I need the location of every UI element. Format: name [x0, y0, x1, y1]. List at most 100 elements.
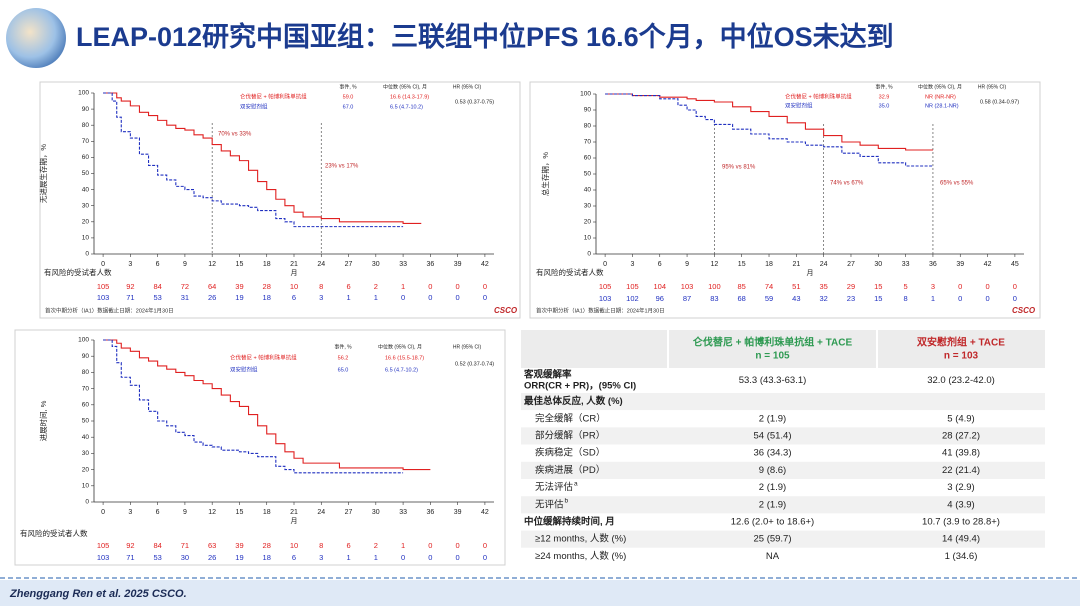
- at-risk-count: 28: [263, 282, 271, 291]
- y-axis-label: 总生存期，%: [540, 152, 550, 196]
- y-tick-label: 60: [82, 402, 90, 409]
- y-tick-label: 30: [82, 202, 90, 209]
- legend-median: 6.5 (4.7-10.2): [390, 104, 423, 110]
- legend-events: 59.0: [343, 94, 354, 100]
- x-tick-label: 15: [236, 509, 244, 516]
- row-label-sup: b: [565, 498, 569, 505]
- table-cell: 10.7 (3.9 to 28.8+): [922, 517, 1000, 528]
- column-n: n = 103: [944, 351, 979, 362]
- at-risk-count: 53: [153, 293, 161, 302]
- x-tick-label: 30: [372, 261, 380, 268]
- footer-citation: Zhenggang Ren et al. 2025 CSCO.: [9, 588, 187, 600]
- y-tick-label: 50: [584, 171, 592, 178]
- x-tick-label: 27: [847, 261, 855, 268]
- at-risk-count: 71: [126, 293, 134, 302]
- survival-curve: [103, 339, 431, 471]
- x-tick-label: 21: [290, 509, 298, 516]
- at-risk-count: 2: [374, 282, 378, 291]
- y-tick-label: 80: [82, 122, 90, 129]
- x-tick-label: 18: [263, 509, 271, 516]
- legend-name: 双安慰剂组: [240, 102, 268, 110]
- at-risk-count: 5: [904, 282, 908, 291]
- survival-curve: [103, 92, 404, 228]
- y-tick-label: 40: [584, 187, 592, 194]
- at-risk-count: 18: [263, 553, 271, 562]
- slide-title: LEAP-012研究中国亚组：三联组中位PFS 16.6个月，中位OS未达到: [76, 21, 894, 52]
- at-risk-count: 0: [483, 553, 487, 562]
- at-risk-count: 28: [263, 541, 271, 550]
- x-tick-label: 9: [183, 261, 187, 268]
- y-tick-label: 60: [584, 155, 592, 162]
- table-cell: 32.0 (23.2-42.0): [927, 375, 995, 386]
- x-tick-label: 3: [630, 261, 634, 268]
- x-tick-label: 45: [1011, 261, 1019, 268]
- at-risk-count: 102: [626, 294, 639, 303]
- y-tick-label: 100: [580, 91, 591, 98]
- table-cell: 4 (3.9): [947, 499, 974, 510]
- table-cell: 28 (27.2): [942, 431, 980, 442]
- at-risk-count: 96: [656, 294, 664, 303]
- legend-header: 事件, %: [339, 83, 357, 90]
- legend-name: 仑伐替尼 + 帕博利珠单抗组: [230, 353, 297, 361]
- y-tick-label: 90: [584, 107, 592, 114]
- at-risk-count: 26: [208, 293, 216, 302]
- y-tick-label: 90: [82, 353, 90, 360]
- at-risk-count: 43: [792, 294, 800, 303]
- at-risk-count: 32: [819, 294, 827, 303]
- survival-curve: [605, 93, 933, 151]
- at-risk-count: 8: [904, 294, 908, 303]
- at-risk-count: 68: [738, 294, 746, 303]
- at-risk-count: 0: [1013, 294, 1017, 303]
- row-label: 无评估: [535, 498, 564, 510]
- x-tick-label: 6: [156, 261, 160, 268]
- legend-median: NR (NR-NR): [925, 94, 956, 100]
- at-risk-count: 30: [181, 553, 189, 562]
- column-header: 双安慰剂组 + TACE: [917, 336, 1005, 349]
- footnote: 首次中期分析（IA1）数据截止日期：2024年1月30日: [536, 306, 665, 314]
- row-label: 疾病进展（PD）: [535, 464, 605, 476]
- at-risk-count: 0: [985, 294, 989, 303]
- y-tick-label: 70: [584, 139, 592, 146]
- x-tick-label: 24: [317, 261, 325, 268]
- table-row-bg: [521, 530, 1045, 548]
- column-n: n = 105: [755, 351, 790, 362]
- at-risk-count: 72: [181, 282, 189, 291]
- at-risk-count: 1: [346, 553, 350, 562]
- x-tick-label: 24: [820, 261, 828, 268]
- x-tick-label: 33: [399, 261, 407, 268]
- legend-hr: 0.52 (0.37-0.74): [455, 361, 494, 367]
- x-tick-label: 6: [156, 509, 160, 516]
- table-row-bg: [521, 444, 1045, 462]
- at-risk-count: 0: [401, 293, 405, 302]
- risk-title: 有风险的受试者人数: [536, 267, 604, 277]
- x-tick-label: 36: [929, 261, 937, 268]
- y-tick-label: 50: [82, 418, 90, 425]
- x-tick-label: 0: [101, 261, 105, 268]
- legend-header: HR (95% CI): [978, 84, 1007, 90]
- x-tick-label: 12: [710, 261, 718, 268]
- legend-header: 事件, %: [334, 343, 352, 350]
- x-tick-label: 30: [874, 261, 882, 268]
- at-risk-count: 74: [765, 282, 773, 291]
- at-risk-count: 0: [985, 282, 989, 291]
- at-risk-count: 59: [765, 294, 773, 303]
- x-tick-label: 39: [956, 261, 964, 268]
- at-risk-count: 8: [319, 282, 323, 291]
- x-tick-label: 0: [101, 509, 105, 516]
- at-risk-count: 0: [456, 293, 460, 302]
- legend-events: 65.0: [338, 367, 349, 373]
- table-row-bg: [521, 496, 1045, 514]
- survival-curve: [605, 93, 933, 167]
- y-tick-label: 100: [78, 90, 89, 97]
- at-risk-count: 1: [401, 282, 405, 291]
- at-risk-count: 10: [290, 282, 298, 291]
- x-tick-label: 21: [792, 261, 800, 268]
- row-label: 中位缓解持续时间, 月: [524, 516, 615, 528]
- table-row-bg: [521, 393, 1045, 411]
- logo-icon: [6, 8, 66, 68]
- annotation: 95% vs 81%: [722, 165, 756, 171]
- table-row-bg: [521, 479, 1045, 497]
- at-risk-count: 8: [319, 541, 323, 550]
- x-tick-label: 27: [345, 261, 353, 268]
